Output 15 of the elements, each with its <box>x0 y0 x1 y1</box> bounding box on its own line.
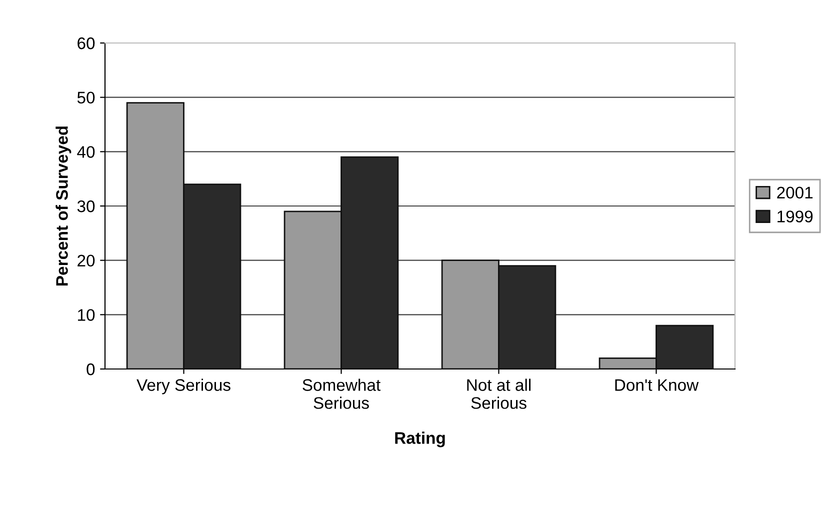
x-tick-label: Very Serious <box>136 378 230 394</box>
legend-label: 2001 <box>777 186 813 199</box>
x-tick-label: Not at all Serious <box>467 378 531 409</box>
y-tick-label: 50 <box>77 92 95 104</box>
y-tick-label: 30 <box>77 200 95 212</box>
legend-label: 1999 <box>778 210 813 222</box>
y-tick-label: 20 <box>78 254 95 267</box>
x-tick-label: Somewhat Serious <box>302 378 380 409</box>
y-tick-label: 10 <box>78 309 95 321</box>
y-axis-title: Percent of Surveyed <box>56 126 72 286</box>
y-tick-label: 60 <box>78 37 95 50</box>
y-tick-label: 40 <box>77 146 95 158</box>
x-tick-label: Don't Know <box>615 379 699 391</box>
y-tick-label: 0 <box>86 363 95 376</box>
x-axis-title: Rating <box>395 432 445 448</box>
